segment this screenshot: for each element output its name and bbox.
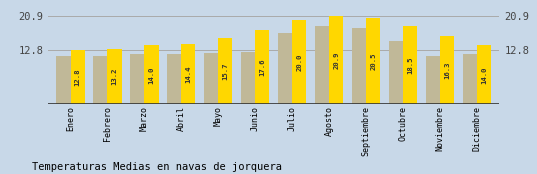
Text: 14.0: 14.0 bbox=[481, 66, 487, 84]
Bar bbox=[278, 33, 292, 104]
Bar bbox=[256, 30, 270, 104]
Bar bbox=[241, 52, 256, 104]
Text: Temperaturas Medias en navas de jorquera: Temperaturas Medias en navas de jorquera bbox=[32, 162, 282, 172]
Text: 14.0: 14.0 bbox=[149, 66, 155, 84]
Text: 14.4: 14.4 bbox=[185, 65, 192, 83]
Bar bbox=[182, 44, 195, 104]
Bar bbox=[56, 56, 70, 104]
Bar bbox=[426, 56, 440, 104]
Bar bbox=[292, 20, 307, 104]
Bar bbox=[403, 26, 417, 104]
Bar bbox=[205, 53, 219, 104]
Text: 20.5: 20.5 bbox=[371, 52, 376, 70]
Bar bbox=[107, 49, 121, 104]
Bar bbox=[93, 56, 107, 104]
Bar bbox=[440, 36, 454, 104]
Bar bbox=[315, 26, 329, 104]
Text: 16.3: 16.3 bbox=[444, 61, 451, 79]
Text: 20.0: 20.0 bbox=[296, 53, 302, 71]
Bar bbox=[70, 50, 84, 104]
Bar bbox=[168, 54, 182, 104]
Text: 15.7: 15.7 bbox=[222, 62, 228, 80]
Bar bbox=[463, 54, 477, 104]
Bar bbox=[477, 45, 491, 104]
Text: 17.6: 17.6 bbox=[259, 58, 265, 76]
Text: 13.2: 13.2 bbox=[112, 68, 118, 85]
Bar bbox=[144, 45, 158, 104]
Bar bbox=[389, 41, 403, 104]
Bar bbox=[219, 38, 233, 104]
Bar bbox=[366, 18, 380, 104]
Bar bbox=[352, 28, 366, 104]
Bar bbox=[130, 54, 144, 104]
Text: 12.8: 12.8 bbox=[75, 69, 81, 86]
Text: 20.9: 20.9 bbox=[333, 52, 339, 69]
Text: 18.5: 18.5 bbox=[407, 57, 413, 74]
Bar bbox=[329, 16, 343, 104]
